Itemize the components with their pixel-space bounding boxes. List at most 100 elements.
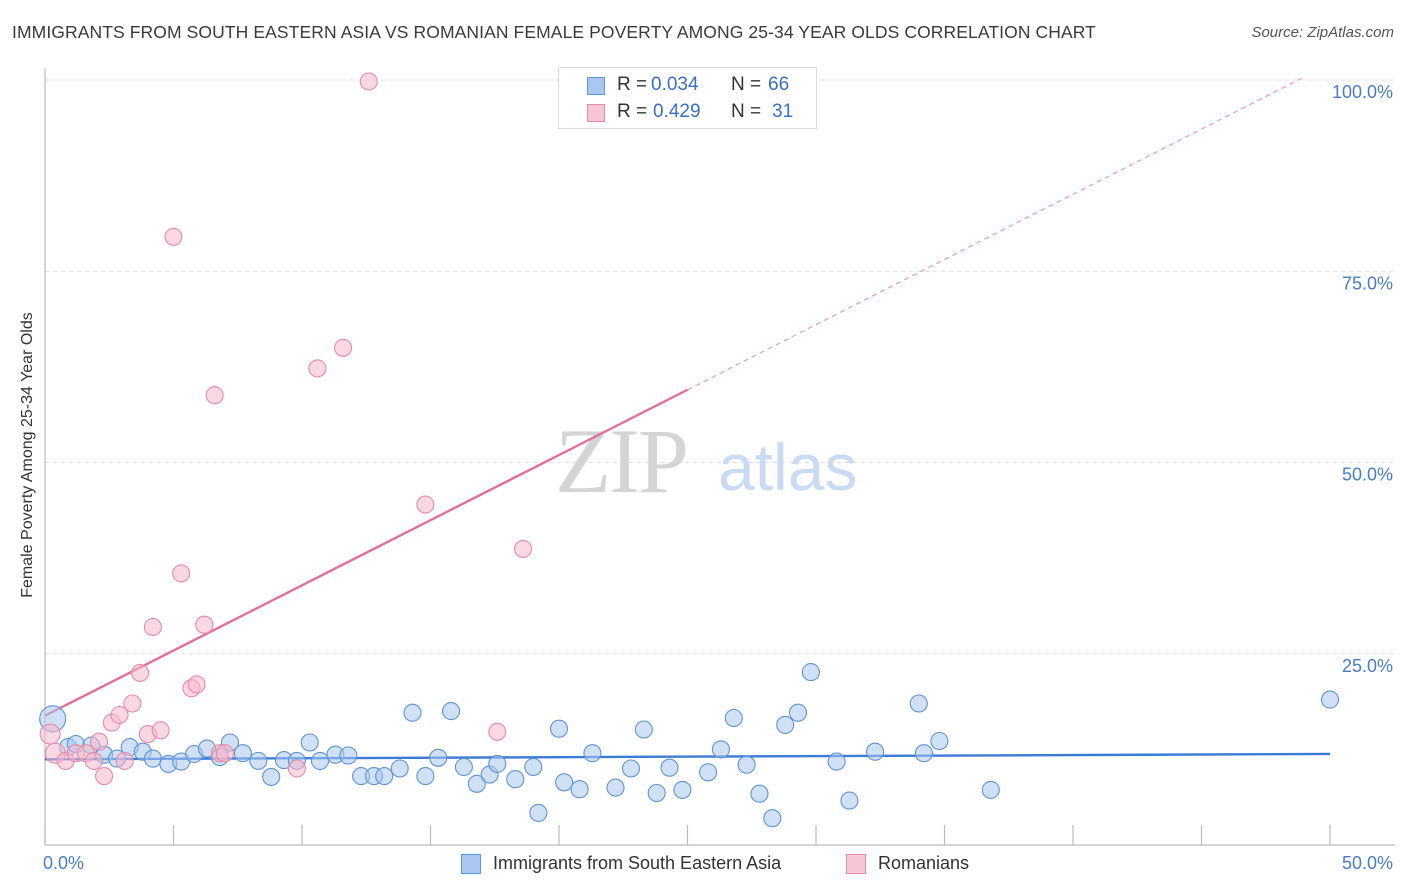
immigrants-point [660, 758, 679, 777]
immigrants-point [429, 748, 448, 767]
romanians-point [143, 617, 162, 637]
stats-n-label: N = [731, 74, 762, 95]
immigrants-point [442, 702, 461, 721]
gridlines [45, 79, 1395, 655]
immigrants-point [529, 803, 548, 822]
x-tick-label: 0.0% [43, 853, 84, 873]
romanians-trend-extension [687, 76, 1305, 391]
immigrants-point [555, 773, 574, 792]
immigrants-point [699, 763, 718, 782]
immigrants-point [737, 755, 756, 774]
immigrants-point [914, 744, 933, 763]
legend-label: Romanians [878, 853, 970, 873]
x-tick-labels: 0.0% 50.0% [43, 853, 1393, 873]
chart-title: IMMIGRANTS FROM SOUTH EASTERN ASIA VS RO… [12, 22, 1096, 42]
stats-swatch-pink [587, 104, 605, 122]
immigrants-point [339, 746, 358, 765]
immigrants-point [488, 754, 507, 773]
romanians-point [84, 751, 103, 770]
y-tick-label: 25.0% [1342, 656, 1393, 676]
immigrants-point [981, 780, 1000, 799]
romanians-point [172, 564, 191, 583]
romanians-point [287, 759, 306, 778]
romanians-point [416, 495, 435, 514]
immigrants-point [454, 757, 473, 777]
immigrants-point [647, 783, 666, 803]
romanians-point [334, 338, 353, 357]
series-romanians-points [39, 72, 533, 786]
romanians-point [308, 359, 327, 378]
immigrants-point [621, 759, 641, 778]
romanians-point [164, 227, 183, 246]
axes [44, 68, 1395, 846]
immigrants-point [634, 720, 653, 739]
series-immigrants-points [39, 663, 1340, 828]
immigrants-point [570, 780, 589, 799]
stats-r-label: R = [617, 74, 648, 95]
immigrants-point [711, 740, 730, 759]
romanians-point [131, 663, 150, 682]
y-tick-label: 100.0% [1332, 82, 1393, 102]
romanians-point [205, 386, 224, 405]
stats-r-label: R = [617, 101, 648, 122]
immigrants-point [416, 767, 435, 786]
immigrants-point [375, 767, 394, 786]
legend-swatch-blue [461, 854, 481, 874]
y-tick-label: 50.0% [1342, 465, 1393, 485]
y-tick-labels: 25.0% 50.0% 75.0% 100.0% [1332, 82, 1393, 676]
romanians-trend-line [44, 388, 689, 717]
immigrants-point [930, 731, 949, 751]
watermark-atlas: atlas [718, 430, 857, 504]
romanians-point [89, 732, 109, 751]
immigrants-point [583, 744, 602, 763]
y-tick-label: 75.0% [1342, 273, 1393, 293]
trend-lines [44, 76, 1331, 761]
romanians-point [123, 694, 142, 713]
immigrants-point [524, 757, 543, 777]
immigrants-point [724, 708, 743, 728]
watermark-zip: ZIP [555, 410, 687, 512]
immigrants-point [750, 784, 769, 803]
immigrants-point [788, 703, 808, 722]
immigrants-point [262, 767, 281, 786]
immigrants-point [467, 774, 486, 793]
romanians-point [115, 751, 134, 770]
legend-label: Immigrants from South Eastern Asia [493, 853, 782, 873]
romanians-point [110, 705, 129, 725]
romanians-point [195, 615, 214, 634]
romanians-point [39, 723, 61, 745]
immigrants-point [606, 778, 625, 797]
immigrants-point [143, 749, 162, 768]
immigrants-point [390, 759, 409, 778]
stats-swatch-blue [587, 77, 605, 95]
romanians-point [488, 722, 507, 741]
immigrants-point [249, 751, 268, 770]
immigrants-point [310, 751, 330, 770]
immigrants-point [300, 733, 319, 752]
legend-swatch-pink [846, 854, 866, 874]
immigrants-point [866, 742, 885, 761]
immigrants-point [827, 752, 846, 771]
immigrants-point [763, 809, 782, 828]
immigrants-point [506, 770, 525, 789]
stats-n-value: 66 [768, 74, 790, 95]
stats-r-value: 0.034 [651, 74, 699, 95]
immigrants-point [403, 703, 422, 722]
romanians-point [215, 744, 234, 763]
romanians-point [95, 767, 114, 786]
stats-box: R = 0.034 N = 66 R = 0.429 N = 31 [558, 67, 817, 129]
romanians-point [151, 721, 170, 740]
romanians-point [187, 675, 206, 694]
romanians-point [359, 72, 378, 91]
immigrants-point [840, 791, 859, 810]
immigrants-point [673, 780, 692, 799]
stats-n-label: N = [731, 101, 762, 122]
x-tick-label: 50.0% [1342, 853, 1393, 873]
immigrants-point [776, 715, 795, 734]
immigrants-point [909, 694, 928, 713]
immigrants-point [549, 719, 569, 738]
stats-n-value: 31 [772, 101, 794, 122]
romanians-point [513, 539, 533, 558]
immigrants-point [801, 663, 820, 682]
